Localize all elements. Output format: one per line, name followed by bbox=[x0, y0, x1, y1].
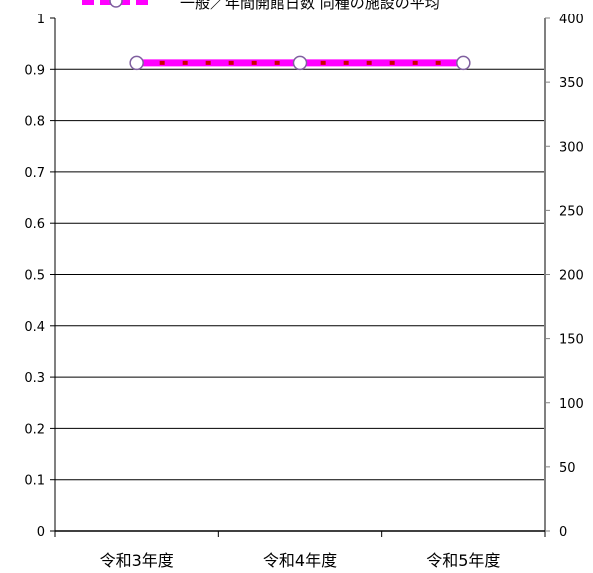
left-tick-label: 0.2 bbox=[24, 422, 45, 437]
left-tick-label: 0.9 bbox=[24, 63, 45, 78]
right-tick-label: 300 bbox=[559, 140, 584, 155]
right-tick-label: 350 bbox=[559, 76, 584, 91]
legend-background bbox=[0, 0, 593, 14]
left-tick-label: 0.5 bbox=[24, 269, 45, 284]
left-tick-label: 0.6 bbox=[24, 217, 45, 232]
category-label: 令和3年度 bbox=[100, 551, 174, 570]
data-point-marker bbox=[292, 55, 308, 71]
legend: 一般／年間開館日数 同種の施設の平均 bbox=[0, 0, 593, 14]
left-tick-label: 0.3 bbox=[24, 371, 45, 386]
right-tick-label: 200 bbox=[559, 269, 584, 284]
legend-marker-icon bbox=[109, 0, 123, 8]
left-tick-label: 0 bbox=[37, 525, 45, 540]
right-tick-label: 150 bbox=[559, 333, 584, 348]
right-tick-label: 250 bbox=[559, 204, 584, 219]
data-point-marker bbox=[456, 55, 471, 71]
data-point-marker bbox=[129, 55, 144, 71]
right-tick-label: 400 bbox=[559, 12, 584, 27]
left-tick-label: 0.1 bbox=[24, 474, 45, 489]
left-tick-label: 0.4 bbox=[24, 320, 45, 335]
right-tick-label: 50 bbox=[559, 461, 576, 476]
category-labels: 令和3年度 令和4年度 令和5年度 bbox=[100, 551, 501, 570]
right-axis-ticks: 0 50 100 150 200 250 300 350 400 bbox=[545, 12, 584, 540]
series bbox=[129, 55, 471, 71]
left-tick-label: 0.8 bbox=[24, 115, 45, 130]
left-tick-label: 0.7 bbox=[24, 166, 45, 181]
left-tick-label: 1 bbox=[37, 12, 45, 27]
category-label: 令和5年度 bbox=[426, 551, 500, 570]
gridlines bbox=[55, 68, 545, 481]
right-tick-label: 100 bbox=[559, 397, 584, 412]
left-axis-ticks: 0 0.1 0.2 0.3 0.4 0.5 0.6 0.7 0.8 0.9 1 bbox=[24, 12, 55, 540]
right-tick-label: 0 bbox=[559, 525, 567, 540]
axes bbox=[54, 18, 546, 537]
legend-label: 一般／年間開館日数 同種の施設の平均 bbox=[180, 0, 440, 12]
category-label: 令和4年度 bbox=[263, 551, 337, 570]
